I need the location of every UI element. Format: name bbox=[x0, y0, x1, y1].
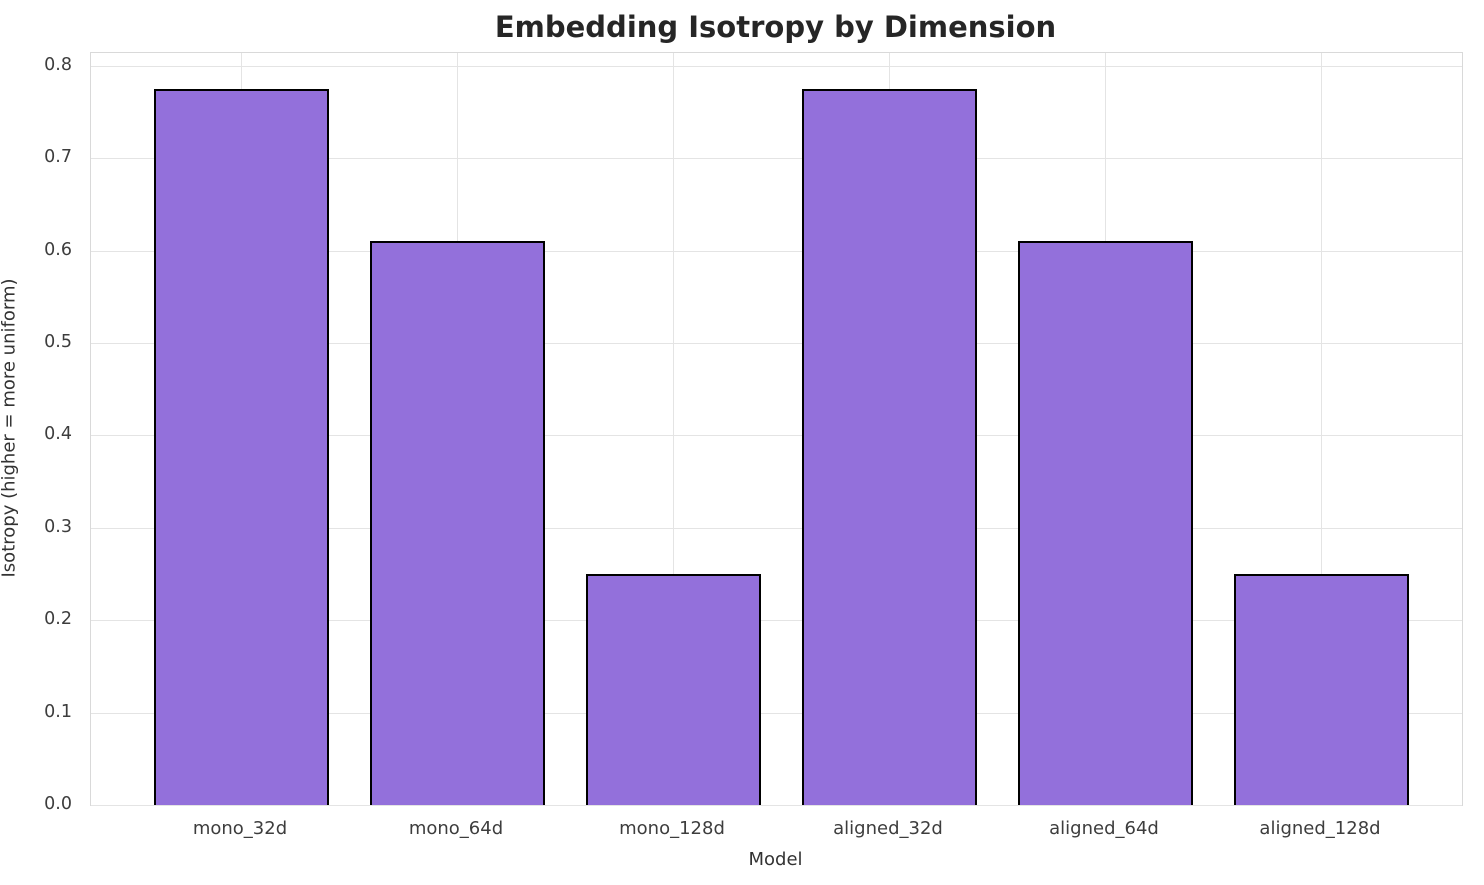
gridline-y-0.6 bbox=[91, 250, 1462, 252]
gridline-y-0.2 bbox=[91, 620, 1462, 622]
xtick-label-aligned_64d: aligned_64d bbox=[1049, 818, 1159, 839]
xtick-label-aligned_32d: aligned_32d bbox=[833, 818, 943, 839]
bar-aligned_32d bbox=[801, 89, 977, 805]
ytick-label-0.4: 0.4 bbox=[44, 424, 72, 445]
bar-mono_128d bbox=[585, 574, 761, 805]
plot-area bbox=[90, 52, 1463, 806]
xtick-label-mono_64d: mono_64d bbox=[408, 818, 504, 839]
gridline-y-0.4 bbox=[91, 435, 1462, 437]
gridline-y-0.7 bbox=[91, 158, 1462, 160]
gridline-y-0.0 bbox=[91, 805, 1462, 806]
chart-title: Embedding Isotropy by Dimension bbox=[494, 10, 1057, 44]
ytick-label-0.3: 0.3 bbox=[44, 516, 72, 537]
gridline-y-0.8 bbox=[91, 65, 1462, 67]
bar-mono_32d bbox=[153, 89, 329, 805]
xtick-label-mono_32d: mono_32d bbox=[192, 818, 288, 839]
gridline-x-mono_128d bbox=[673, 53, 674, 805]
ytick-label-0.5: 0.5 bbox=[44, 332, 72, 353]
x-axis-label: Model bbox=[748, 849, 803, 870]
ytick-label-0.0: 0.0 bbox=[44, 794, 72, 814]
xtick-label-mono_128d: mono_128d bbox=[619, 818, 725, 839]
bar-aligned_64d bbox=[1017, 241, 1193, 805]
ytick-label-0.8: 0.8 bbox=[44, 54, 72, 75]
ytick-label-0.6: 0.6 bbox=[44, 239, 72, 260]
gridline-y-0.3 bbox=[91, 527, 1462, 529]
xtick-label-aligned_128d: aligned_128d bbox=[1259, 818, 1381, 839]
ytick-label-0.7: 0.7 bbox=[44, 147, 72, 168]
gridline-y-0.1 bbox=[91, 712, 1462, 714]
gridline-y-0.5 bbox=[91, 343, 1462, 345]
ytick-label-0.2: 0.2 bbox=[44, 609, 72, 630]
bar-mono_64d bbox=[369, 241, 545, 805]
ytick-label-0.1: 0.1 bbox=[44, 701, 72, 722]
bar-aligned_128d bbox=[1233, 574, 1409, 805]
gridline-x-aligned_128d bbox=[1321, 53, 1322, 805]
